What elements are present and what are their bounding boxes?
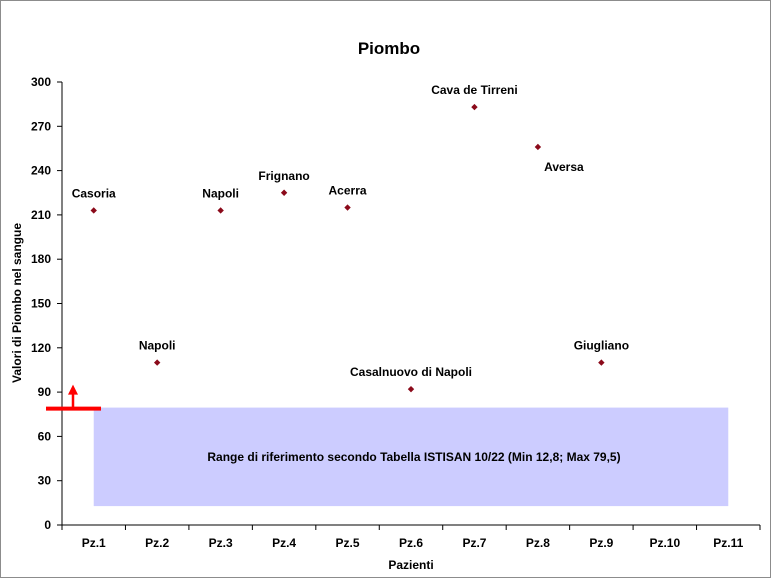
x-tick-label: Pz.11 — [713, 536, 743, 550]
y-tick-label: 240 — [31, 164, 51, 178]
x-tick-label: Pz.6 — [399, 536, 423, 550]
y-axis-title: Valori di Piombo nel sangue — [10, 223, 24, 383]
y-tick-label: 30 — [38, 474, 52, 488]
x-tick-label: Pz.10 — [649, 536, 680, 550]
data-label: Casoria — [72, 186, 116, 200]
x-tick-label: Pz.8 — [526, 536, 550, 550]
y-tick-label: 60 — [38, 429, 52, 443]
data-label: Casalnuovo di Napoli — [350, 365, 472, 379]
y-tick-label: 0 — [44, 518, 51, 532]
y-tick-label: 180 — [31, 252, 51, 266]
data-label: Frignano — [258, 169, 309, 183]
y-tick-label: 210 — [31, 208, 51, 222]
data-label: Aversa — [544, 160, 584, 174]
x-tick-label: Pz.5 — [336, 536, 360, 550]
x-tick-label: Pz.7 — [462, 536, 486, 550]
data-point — [280, 189, 288, 196]
y-tick-label: 120 — [31, 341, 51, 355]
data-point — [407, 385, 415, 393]
chart-title: Piombo — [358, 39, 420, 58]
data-label: Cava de Tirreni — [431, 83, 517, 97]
data-point — [344, 204, 351, 211]
y-tick-label: 300 — [31, 75, 51, 89]
data-label: Acerra — [329, 184, 367, 198]
x-tick-label: Pz.9 — [589, 536, 613, 550]
data-label: Napoli — [202, 186, 239, 200]
data-point — [153, 359, 161, 366]
reference-range-label: Range di riferimento secondo Tabella IST… — [207, 450, 620, 464]
x-tick-label: Pz.4 — [272, 536, 296, 550]
x-tick-label: Pz.1 — [82, 536, 106, 550]
data-point — [534, 143, 542, 151]
data-point — [598, 359, 605, 366]
y-tick-label: 270 — [31, 119, 51, 133]
y-tick-label: 90 — [38, 385, 52, 399]
data-label: Giugliano — [574, 339, 629, 353]
x-tick-label: Pz.2 — [145, 536, 169, 550]
x-tick-label: Pz.3 — [209, 536, 233, 550]
y-tick-label: 150 — [31, 297, 51, 311]
reference-range-band — [93, 407, 729, 507]
data-point — [90, 207, 97, 214]
data-point — [471, 103, 478, 111]
threshold-arrow-head — [68, 384, 78, 395]
data-point — [217, 207, 224, 214]
data-label: Napoli — [139, 339, 176, 353]
x-axis-title: Pazienti — [388, 558, 433, 572]
